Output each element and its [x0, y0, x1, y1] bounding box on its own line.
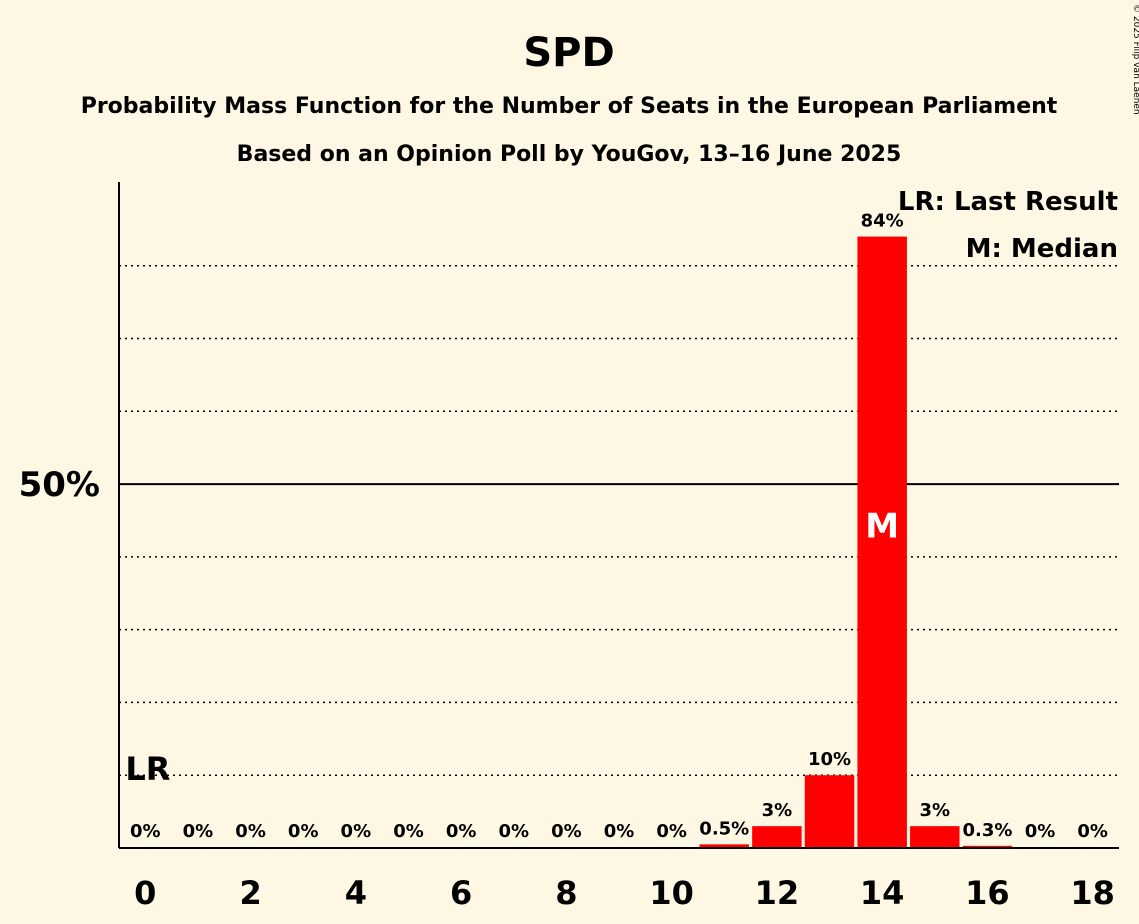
- value-label-seat-18: 0%: [1077, 821, 1108, 842]
- value-label-seat-16: 0.3%: [962, 820, 1012, 841]
- median-marker: M: [865, 506, 899, 546]
- y-tick-label-50: 50%: [19, 465, 100, 505]
- x-tick-label-16: 16: [965, 874, 1010, 912]
- axes: [118, 182, 1119, 849]
- bar-seat-13: [804, 775, 855, 848]
- bar-seat-14: [857, 236, 907, 849]
- bar-seat-11: [699, 844, 749, 848]
- value-label-seat-4: 0%: [341, 821, 372, 842]
- bar-seat-16: [962, 845, 1013, 848]
- value-label-seat-9: 0%: [604, 821, 635, 842]
- x-tick-label-10: 10: [649, 874, 694, 912]
- last-result-marker: LR: [125, 750, 170, 788]
- value-label-seat-5: 0%: [393, 821, 424, 842]
- value-labels: 0% 0% 0% 0% 0% 0% 0% 0% 0% 0% 0% 0.5% 3% 10% 84% 3% 0.3%…: [130, 211, 1108, 842]
- x-tick-label-8: 8: [555, 874, 577, 912]
- value-label-seat-8: 0%: [551, 821, 582, 842]
- x-tick-labels: 0 2 4 6 8 10 12 14 16 18: [134, 874, 1115, 912]
- value-label-seat-17: 0%: [1025, 821, 1056, 842]
- value-label-seat-3: 0%: [288, 821, 319, 842]
- copyright-text: © 2025 Filip van Laenen: [1131, 4, 1139, 115]
- bar-seat-12: [752, 826, 802, 848]
- x-tick-label-0: 0: [134, 874, 156, 912]
- value-label-seat-6: 0%: [446, 821, 477, 842]
- x-tick-label-14: 14: [860, 874, 905, 912]
- value-label-seat-15: 3%: [920, 800, 951, 821]
- chart-title: SPD: [523, 30, 614, 76]
- x-tick-label-6: 6: [450, 874, 472, 912]
- x-tick-label-2: 2: [239, 874, 261, 912]
- value-label-seat-12: 3%: [762, 800, 793, 821]
- value-label-seat-13: 10%: [808, 749, 851, 770]
- chart-subtitle-2: Based on an Opinion Poll by YouGov, 13–1…: [237, 142, 902, 167]
- x-tick-label-18: 18: [1070, 874, 1115, 912]
- x-tick-label-12: 12: [755, 874, 800, 912]
- legend-median: M: Median: [966, 234, 1118, 264]
- value-label-seat-0: 0%: [130, 821, 161, 842]
- legend-last-result: LR: Last Result: [898, 187, 1118, 217]
- bar-seat-15: [910, 826, 960, 848]
- value-label-seat-14: 84%: [861, 211, 904, 232]
- value-label-seat-11: 0.5%: [699, 818, 749, 839]
- value-label-seat-1: 0%: [183, 821, 214, 842]
- x-tick-label-4: 4: [345, 874, 367, 912]
- value-label-seat-7: 0%: [498, 821, 529, 842]
- bars: [699, 236, 1013, 849]
- chart-subtitle: Probability Mass Function for the Number…: [81, 94, 1058, 119]
- value-label-seat-2: 0%: [235, 821, 266, 842]
- gridlines: [119, 264, 1119, 776]
- value-label-seat-10: 0%: [656, 821, 687, 842]
